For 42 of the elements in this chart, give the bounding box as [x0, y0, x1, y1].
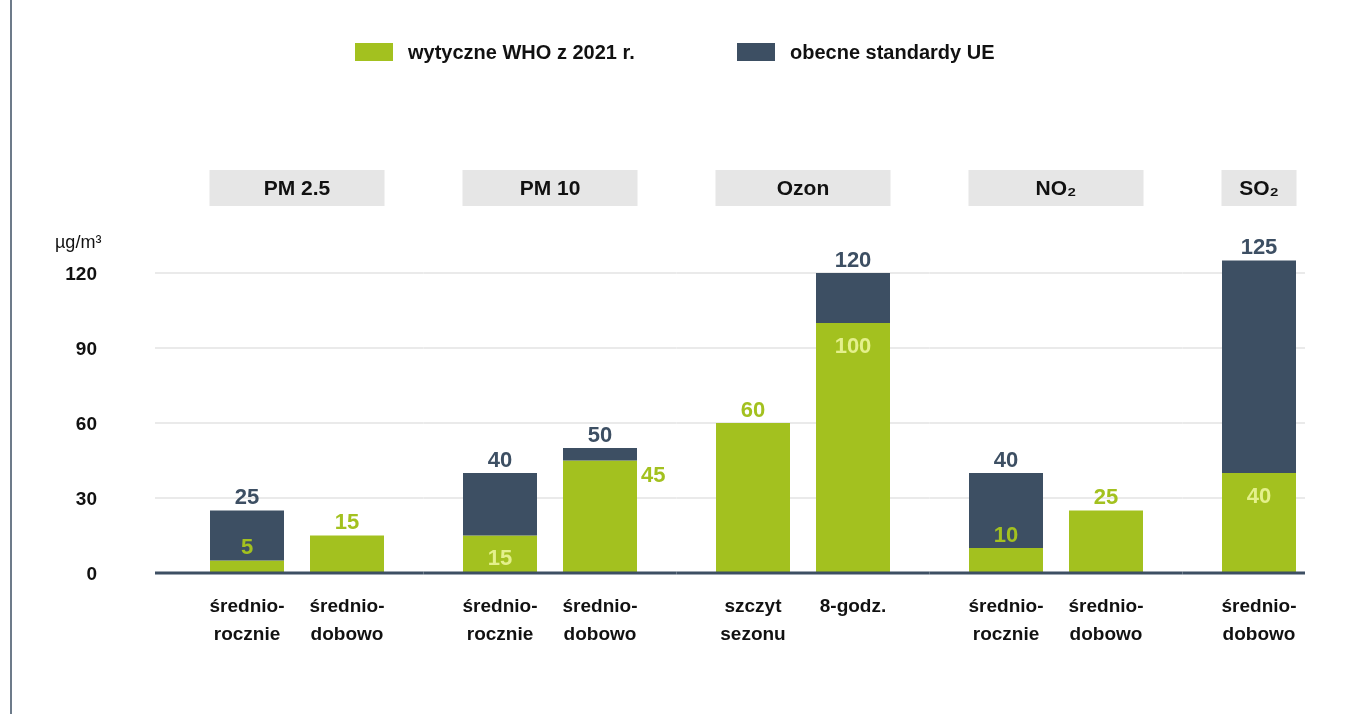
data-label: 100 — [834, 332, 872, 358]
bar — [563, 460, 637, 573]
data-label: 25 — [1093, 484, 1119, 510]
data-label: 5 — [240, 534, 254, 560]
chart-title: Ozon — [776, 176, 830, 200]
chart-title: NO₂ — [1035, 176, 1077, 200]
x-tick-label: szczyt sezonu — [720, 595, 786, 644]
legend-label: obecne standardy UE — [790, 41, 995, 63]
data-label: 10 — [993, 521, 1019, 547]
bar — [563, 448, 637, 461]
x-tick-label: 8-godz. — [819, 595, 887, 616]
y-tick-label: 0 — [86, 562, 97, 584]
x-tick-label: średnio- dobowo — [309, 595, 385, 644]
data-label: 45 — [641, 462, 666, 488]
legend-label: wytyczne WHO z 2021 r. — [407, 41, 635, 63]
x-tick-label: średnio- rocznie — [968, 595, 1044, 644]
data-label: 15 — [487, 545, 513, 571]
x-tick-label: średnio- dobowo — [562, 595, 638, 644]
total-label: 50 — [587, 421, 613, 447]
data-label: 40 — [1246, 482, 1272, 508]
y-tick-label: 90 — [75, 337, 97, 359]
y-tick-label: 120 — [65, 262, 97, 284]
bar — [463, 473, 537, 536]
chart-title: PM 2.5 — [263, 176, 331, 200]
total-label: 40 — [487, 446, 513, 472]
bar — [210, 510, 284, 561]
x-tick-label: średnio- rocznie — [209, 595, 285, 644]
chart-title: SO₂ — [1239, 176, 1279, 200]
data-label: 15 — [334, 509, 360, 535]
total-label: 40 — [993, 446, 1019, 472]
x-tick-label: średnio- dobowo — [1221, 595, 1297, 644]
x-tick-label: średnio- dobowo — [1068, 595, 1144, 644]
total-label: 25 — [234, 484, 260, 510]
y-axis-title: µg/m³ — [55, 232, 102, 252]
data-label: 60 — [740, 396, 766, 422]
y-tick-label: 30 — [75, 487, 97, 509]
y-tick-label: 60 — [75, 412, 97, 434]
total-label: 120 — [834, 246, 872, 272]
bar — [310, 535, 384, 573]
chart-title: PM 10 — [519, 176, 581, 200]
total-label: 125 — [1240, 234, 1278, 260]
x-tick-label: średnio- rocznie — [462, 595, 538, 644]
